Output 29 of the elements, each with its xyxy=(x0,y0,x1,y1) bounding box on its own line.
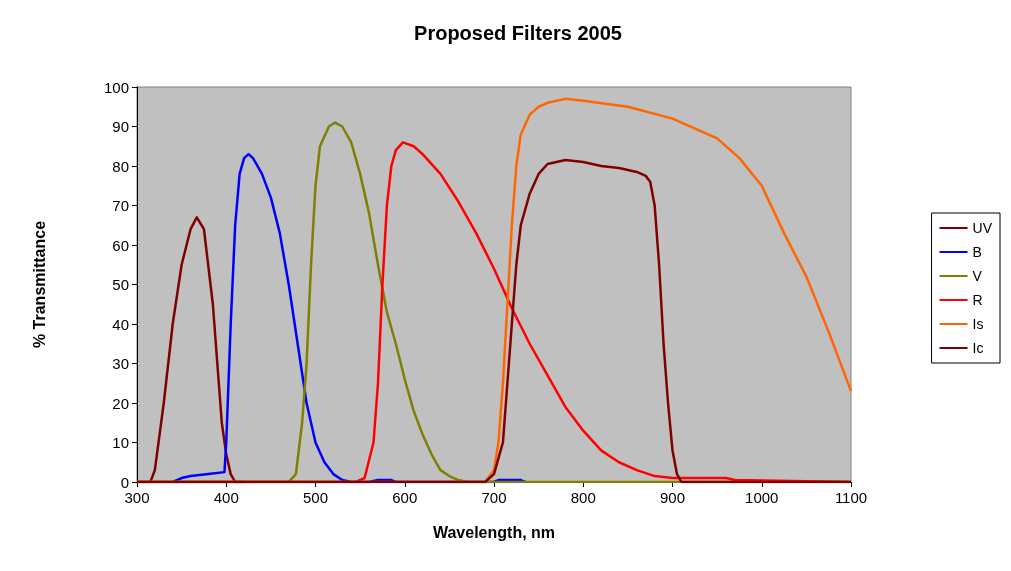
x-tick-label: 500 xyxy=(302,489,329,506)
y-tick-label: 80 xyxy=(112,157,129,175)
legend-label: B xyxy=(972,244,982,260)
y-tick-label: 50 xyxy=(112,276,129,293)
y-tick-label: 100 xyxy=(103,78,129,96)
chart-title: Proposed Filters 2005 xyxy=(414,22,622,44)
x-tick-label: 300 xyxy=(124,489,150,506)
x-axis-title: Wavelength, nm xyxy=(432,523,556,541)
y-tick-label: 20 xyxy=(112,394,129,412)
y-tick-label: 10 xyxy=(112,434,129,451)
legend-label: V xyxy=(972,268,983,284)
y-tick-label: 60 xyxy=(112,236,129,254)
legend-label: Ic xyxy=(972,340,984,356)
legend-label: R xyxy=(972,292,983,308)
x-tick-label: 400 xyxy=(213,489,239,506)
x-tick-label: 1100 xyxy=(834,489,868,506)
x-tick-label: 800 xyxy=(570,489,596,506)
x-tick-label: 600 xyxy=(392,489,418,506)
y-tick-label: 90 xyxy=(112,118,129,135)
legend-label: Is xyxy=(972,316,984,332)
y-tick-label: 40 xyxy=(112,315,129,333)
y-tick-label: 70 xyxy=(112,197,129,214)
y-tick-label: 0 xyxy=(120,473,129,491)
y-axis-title: % Transmittance xyxy=(30,220,48,349)
legend-label: UV xyxy=(972,220,993,236)
x-tick-label: 1000 xyxy=(745,489,779,506)
x-tick-label: 700 xyxy=(481,489,507,506)
x-tick-label: 900 xyxy=(659,489,686,506)
y-tick-label: 30 xyxy=(112,355,129,372)
